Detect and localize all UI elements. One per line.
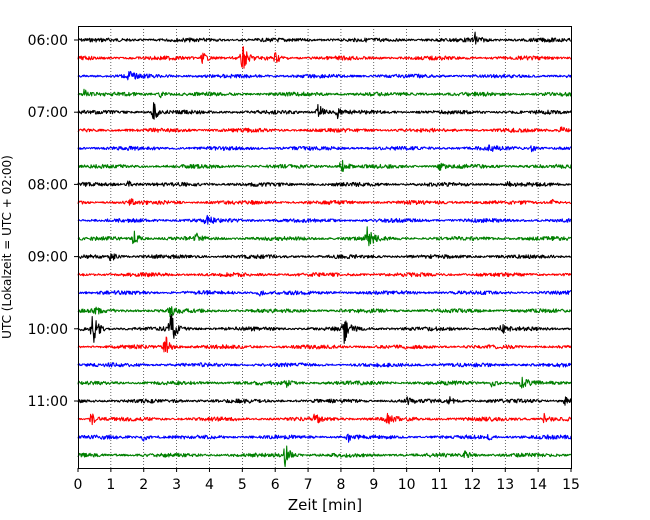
x-tick-label: 3 xyxy=(172,477,181,493)
trace-line xyxy=(77,290,572,297)
trace-line xyxy=(77,226,572,247)
trace-line xyxy=(77,102,572,120)
trace-line xyxy=(77,253,572,262)
trace-line xyxy=(77,31,572,45)
x-tick-label: 5 xyxy=(238,477,247,493)
trace-line xyxy=(77,70,572,81)
trace-line xyxy=(77,445,572,468)
y-tick-label: 08:00 xyxy=(28,177,68,193)
trace-line xyxy=(77,46,572,69)
y-tick-label: 09:00 xyxy=(28,250,68,266)
x-tick-label: 0 xyxy=(74,477,83,493)
y-axis: 06:00 07:00 08:00 09:00 10:00 11:00 xyxy=(28,33,78,410)
x-axis-label: Zeit [min] xyxy=(288,496,362,514)
x-tick-label: 6 xyxy=(271,477,280,493)
y-axis-label: UTC (Lokalzeit = UTC + 02:00) xyxy=(0,155,14,339)
trace-line xyxy=(77,214,572,225)
x-tick-label: 13 xyxy=(496,477,514,493)
x-tick-label: 2 xyxy=(139,477,148,493)
traces xyxy=(77,31,572,468)
trace-line xyxy=(77,159,572,173)
x-axis: 0 1 2 3 4 5 6 7 8 9 10 11 12 13 14 15 xyxy=(74,468,580,493)
x-tick-label: 10 xyxy=(398,477,416,493)
x-tick-label: 9 xyxy=(369,477,378,493)
trace-line xyxy=(77,88,572,99)
x-tick-label: 7 xyxy=(304,477,313,493)
trace-line xyxy=(77,198,572,206)
y-tick-label: 06:00 xyxy=(28,33,68,49)
x-tick-label: 4 xyxy=(205,477,214,493)
y-tick-label: 07:00 xyxy=(28,105,68,121)
trace-line xyxy=(77,306,572,318)
trace-line xyxy=(77,126,572,133)
trace-line xyxy=(77,376,572,389)
trace-line xyxy=(77,144,572,153)
x-tick-label: 1 xyxy=(106,477,115,493)
trace-line xyxy=(77,180,572,188)
plot-frame xyxy=(78,26,572,469)
trace-line xyxy=(77,433,572,443)
x-tick-label: 15 xyxy=(562,477,580,493)
trace-line xyxy=(77,412,572,426)
trace-line xyxy=(77,336,572,353)
x-tick-label: 12 xyxy=(463,477,481,493)
x-tick-label: 8 xyxy=(336,477,345,493)
trace-line xyxy=(77,313,572,344)
x-tick-label: 14 xyxy=(529,477,547,493)
x-tick-label: 11 xyxy=(431,477,449,493)
trace-line xyxy=(77,272,572,278)
y-tick-label: 10:00 xyxy=(28,322,68,338)
trace-line xyxy=(77,362,572,368)
y-tick-label: 11:00 xyxy=(28,394,68,410)
trace-line xyxy=(77,396,572,406)
